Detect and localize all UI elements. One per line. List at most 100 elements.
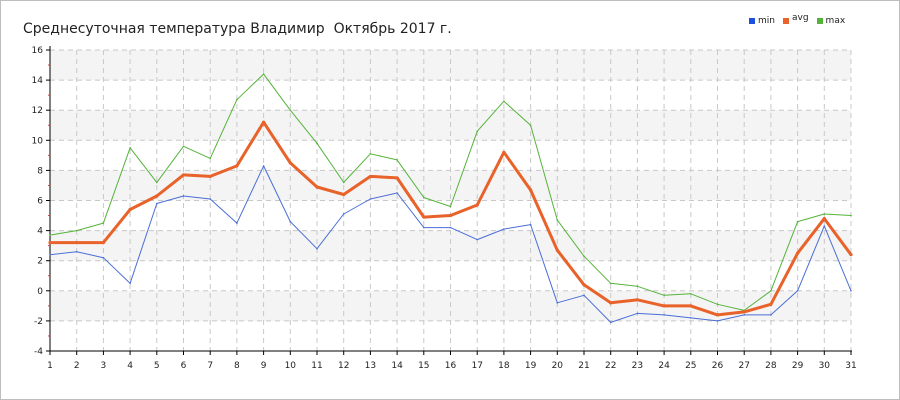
- legend-item-min: min: [749, 16, 775, 26]
- legend-swatch-max: [816, 18, 823, 24]
- y-tick-label: 4: [37, 227, 43, 237]
- data-point-avg: [75, 241, 79, 245]
- y-tick-label: 6: [37, 197, 43, 207]
- data-point-min: [850, 290, 852, 292]
- data-point-avg: [796, 251, 800, 255]
- data-point-max: [716, 303, 719, 306]
- data-point-avg: [181, 173, 186, 177]
- data-point-min: [75, 250, 78, 253]
- data-point-max: [556, 219, 559, 221]
- data-point-avg: [395, 176, 399, 180]
- legend-swatch-avg: [782, 18, 789, 24]
- data-point-avg: [475, 203, 479, 207]
- x-tick-label: 26: [712, 361, 724, 371]
- data-point-max: [690, 293, 692, 295]
- x-tick-label: 3: [101, 361, 107, 371]
- x-tick-label: 31: [845, 361, 856, 371]
- x-tick-label: 28: [765, 361, 777, 371]
- data-point-avg: [689, 304, 693, 308]
- data-point-avg: [635, 298, 640, 302]
- data-point-max: [129, 147, 131, 149]
- data-point-avg: [555, 248, 559, 252]
- data-point-min: [529, 223, 532, 226]
- data-point-min: [423, 226, 425, 229]
- x-tick-label: 30: [819, 361, 831, 371]
- data-point-avg: [155, 194, 159, 198]
- data-point-max: [663, 294, 665, 297]
- x-tick-label: 19: [525, 361, 537, 371]
- y-tick-label: 0: [37, 287, 43, 297]
- legend-item-avg: avg: [782, 13, 809, 26]
- legend-item-max: max: [816, 16, 845, 26]
- data-point-max: [156, 181, 158, 184]
- data-point-min: [156, 202, 158, 205]
- data-point-min: [609, 321, 612, 324]
- x-tick-label: 10: [285, 361, 297, 371]
- data-point-max: [609, 282, 612, 285]
- data-point-max: [850, 214, 852, 217]
- x-tick-label: 18: [498, 361, 510, 371]
- data-point-avg: [262, 120, 266, 124]
- data-point-avg: [769, 302, 773, 306]
- data-point-max: [823, 213, 826, 215]
- data-point-avg: [849, 253, 853, 257]
- data-point-avg: [235, 164, 239, 168]
- data-point-min: [636, 312, 639, 315]
- data-point-max: [449, 205, 452, 208]
- y-tick-label: 10: [32, 136, 44, 146]
- data-point-avg: [288, 161, 292, 165]
- x-tick-label: 29: [792, 361, 804, 371]
- data-point-min: [583, 294, 585, 297]
- data-point-max: [316, 142, 318, 145]
- x-tick-label: 27: [738, 361, 749, 371]
- x-tick-label: 6: [181, 361, 187, 371]
- x-tick-label: 11: [311, 361, 322, 371]
- data-point-min: [663, 314, 665, 316]
- data-point-max: [289, 109, 292, 111]
- data-point-min: [182, 195, 185, 197]
- y-tick-label: 16: [32, 46, 44, 56]
- data-point-max: [182, 145, 185, 148]
- data-point-min: [289, 220, 292, 223]
- chart-title: Среднесуточная температура Владимир Октя…: [23, 21, 452, 37]
- data-point-avg: [342, 192, 346, 197]
- data-point-min: [102, 256, 105, 259]
- data-point-min: [342, 213, 345, 215]
- y-tick-label: 2: [37, 257, 43, 267]
- grid-band: [50, 50, 851, 81]
- data-point-min: [556, 302, 559, 304]
- x-tick-label: 14: [391, 361, 403, 371]
- y-tick-label: 12: [32, 106, 43, 116]
- data-point-avg: [662, 304, 666, 308]
- data-point-max: [75, 229, 78, 232]
- data-point-avg: [582, 283, 586, 287]
- x-tick-label: 4: [127, 361, 133, 371]
- x-tick-label: 2: [74, 361, 80, 371]
- legend-label-min: min: [758, 16, 775, 26]
- data-point-min: [476, 238, 479, 241]
- data-point-avg: [822, 216, 826, 221]
- data-point-max: [796, 220, 799, 223]
- data-point-min: [503, 228, 505, 230]
- data-point-min: [690, 317, 692, 319]
- x-tick-label: 5: [154, 361, 160, 371]
- x-tick-label: 24: [658, 361, 670, 371]
- data-point-min: [129, 282, 131, 285]
- data-point-min: [743, 314, 745, 316]
- data-point-max: [770, 290, 772, 292]
- x-tick-label: 8: [234, 361, 240, 371]
- y-tick-label: -2: [34, 317, 43, 327]
- data-point-avg: [502, 150, 506, 154]
- x-tick-label: 1: [47, 361, 53, 371]
- legend-label-avg: avg: [791, 13, 809, 23]
- data-point-max: [236, 98, 238, 101]
- x-tick-label: 15: [418, 361, 429, 371]
- data-point-min: [716, 320, 719, 322]
- y-tick-label: -4: [34, 347, 43, 357]
- data-point-max: [369, 153, 372, 155]
- legend-swatch-min: [749, 18, 755, 24]
- data-point-max: [503, 100, 505, 102]
- data-point-avg: [448, 213, 453, 218]
